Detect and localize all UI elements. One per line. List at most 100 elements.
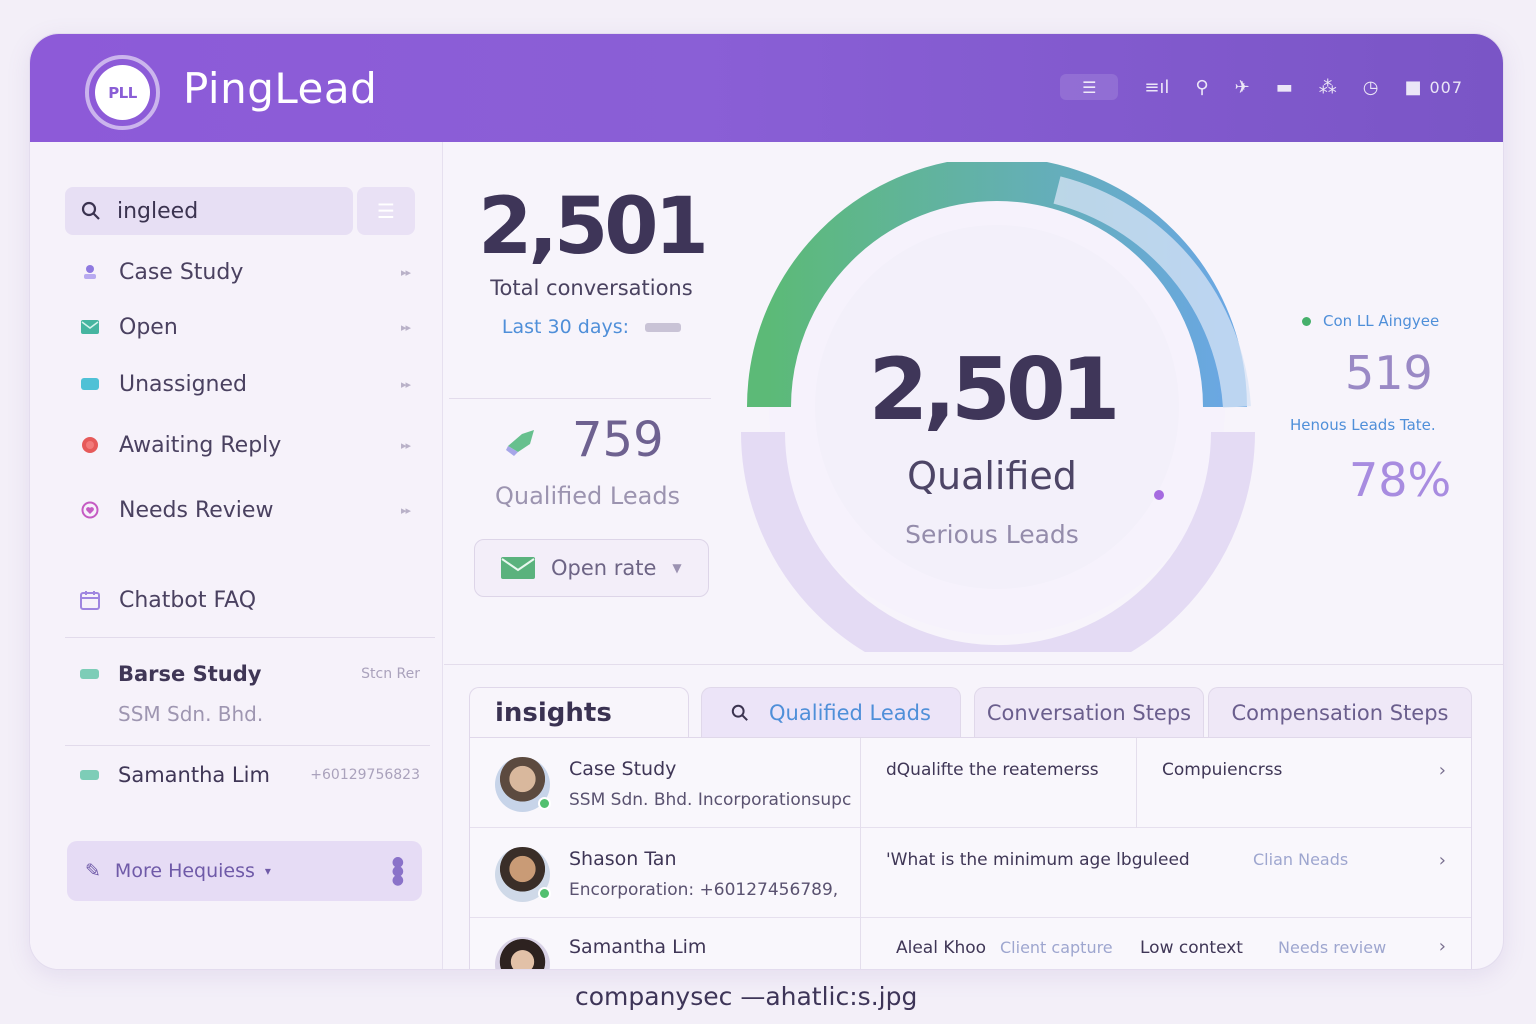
search-icon [81,201,100,220]
side-rate-label: Henous Leads Tate. [1290,416,1436,434]
chevron-icon: ▸▸ [400,377,411,391]
total-label: Total conversations [490,276,693,300]
legend-dot-icon [1302,316,1311,326]
row-status: Clian Neads [1253,850,1349,869]
clock-icon[interactable]: ◷ [1362,76,1379,98]
insights-title-text: insights [495,697,612,728]
contact-name: Samantha Lim [118,763,270,787]
lock-icon: ■ [1404,76,1422,98]
logo-mark: PLL [95,65,150,120]
sidebar-divider [65,745,430,746]
red-dot-icon [80,435,100,455]
stat-divider [449,398,711,399]
insights-tabs: insights Qualified Leads Conversation St… [469,687,1472,737]
row-agent: Aleal Khoo [896,938,987,958]
pencil-icon: ✎ [85,860,101,882]
search-box[interactable]: ingleed [65,187,353,235]
pin-icon[interactable]: ⚲ [1195,76,1209,98]
tab-compensation-steps[interactable]: Compensation Steps [1208,687,1472,737]
chevron-right-icon[interactable]: › [1438,936,1446,957]
period-pill-icon [645,323,682,332]
online-status-icon [538,797,551,810]
table-row[interactable]: Samantha Lim Aleal Khoo Client capture L… [470,918,1471,969]
user-pin-icon [80,262,100,282]
chat-icon[interactable]: ▬ [1275,76,1293,98]
contact-item[interactable]: Barse Study Stcn Rer SSM Sdn. Bhd. [80,662,420,726]
notifications[interactable]: ■ 007 [1404,77,1463,98]
chevron-right-icon[interactable]: › [1438,760,1446,781]
sidebar-item-unassigned[interactable]: Unassigned ▸▸ [80,364,411,404]
gauge-sublabel: Serious Leads [905,520,1079,549]
sidebar-item-needs-review[interactable]: Needs Review ▸▸ [80,490,411,530]
main-panel: 2,501 Total conversations Last 30 days: … [444,142,1503,969]
menu-button[interactable]: ☰ [357,187,415,235]
row-review: Needs review [1278,938,1387,957]
sidebar-item-label: Case Study [119,259,244,285]
more-button[interactable]: ✎ More Hequiess ▾ ● ● ● [67,841,422,901]
tab-label: Qualified Leads [769,700,931,725]
legend-label: Con LL Aingyee [1323,312,1440,330]
sidebar-item-label: Chatbot FAQ [119,587,257,613]
search-input[interactable]: ingleed [117,198,199,224]
tab-label: Conversation Steps [986,700,1192,725]
app-window: PLL PingLead ☰ ≡ıl ⚲ ✈ ▬ ⁂ ◷ ■ 007 ingle… [29,33,1504,970]
gauge-back-arc [1053,176,1251,408]
avatar [495,757,551,812]
map-icon[interactable]: ✈ [1234,76,1250,98]
sidebar-item-case-study[interactable]: Case Study ▸▸ [80,252,411,292]
table-row[interactable]: Case Study SSM Sdn. Bhd. Incorporationsu… [470,738,1471,828]
sidebar-divider [65,637,435,638]
contact-meta: Stcn Rer [361,666,420,682]
sidebar-item-chatbot-faq[interactable]: Chatbot FAQ [80,580,410,620]
heart-icon [80,500,100,520]
list-view-icon[interactable]: ☰ [1060,74,1119,100]
tab-label: Compensation Steps [1231,700,1449,725]
contact-item[interactable]: Samantha Lim +60129756823 [80,763,420,787]
gauge-value: 2,501 [868,340,1120,440]
chevron-icon: ▸▸ [400,438,411,452]
row-company: Encorporation: +60127456789, [569,880,839,900]
gauge-label: Qualified [907,454,1077,498]
contact-tag-icon [80,770,99,780]
online-status-icon [538,887,551,900]
image-caption: companysec —ahatlic:s.jpg [575,982,918,1011]
open-rate-dropdown[interactable]: Open rate ▼ [474,539,709,597]
top-bar: PLL PingLead ☰ ≡ıl ⚲ ✈ ▬ ⁂ ◷ ■ 007 [30,34,1503,142]
chevron-right-icon[interactable]: › [1438,850,1446,871]
insights-table: Case Study SSM Sdn. Bhd. Incorporationsu… [469,737,1472,969]
sidebar-item-open[interactable]: Open ▸▸ [80,307,411,347]
qualified-value: 759 [572,412,664,468]
chevron-icon: ▸▸ [400,320,411,334]
kebab-icon[interactable]: ● ● ● [391,854,404,888]
side-legend: Con LL Aingyee [1302,312,1439,330]
sidebar-item-label: Unassigned [119,371,247,397]
sidebar: ingleed ☰ Case Study ▸▸ Open ▸▸ Unassign… [30,142,443,969]
tab-conversation-steps[interactable]: Conversation Steps [974,687,1204,737]
row-company: SSM Sdn. Bhd. Incorporationsupc [569,790,852,810]
side-count: 519 [1345,346,1433,400]
contact-company: SSM Sdn. Bhd. [118,702,264,726]
calendar-icon [80,590,100,610]
chevron-icon: ▸▸ [400,503,411,517]
row-context: Low context [1140,938,1243,958]
avatar [495,847,551,902]
tag-icon [80,374,100,394]
column-divider [1136,738,1137,828]
table-row[interactable]: Shason Tan Encorporation: +60127456789, … [470,828,1471,918]
hamburger-icon: ☰ [377,199,395,223]
gauge-chart [741,157,1255,689]
contact-name: Barse Study [118,662,262,686]
period-selector[interactable]: Last 30 days: [444,316,739,338]
sidebar-item-label: Awaiting Reply [119,432,282,458]
row-name: Shason Tan [569,848,677,870]
qualified-gauge: 2,501 Qualified Serious Leads [727,157,1257,689]
bell-icon[interactable]: ⁂ [1318,76,1337,98]
tab-qualified-leads[interactable]: Qualified Leads [701,687,961,737]
contact-phone: +60129756823 [310,767,420,783]
column-divider [860,918,861,969]
row-question: 'What is the minimum age lbguleed [886,850,1190,870]
contact-tag-icon [80,669,99,679]
bar-chart-icon[interactable]: ≡ıl [1144,76,1170,98]
sidebar-item-awaiting-reply[interactable]: Awaiting Reply ▸▸ [80,425,411,465]
app-logo[interactable]: PLL [85,55,160,130]
